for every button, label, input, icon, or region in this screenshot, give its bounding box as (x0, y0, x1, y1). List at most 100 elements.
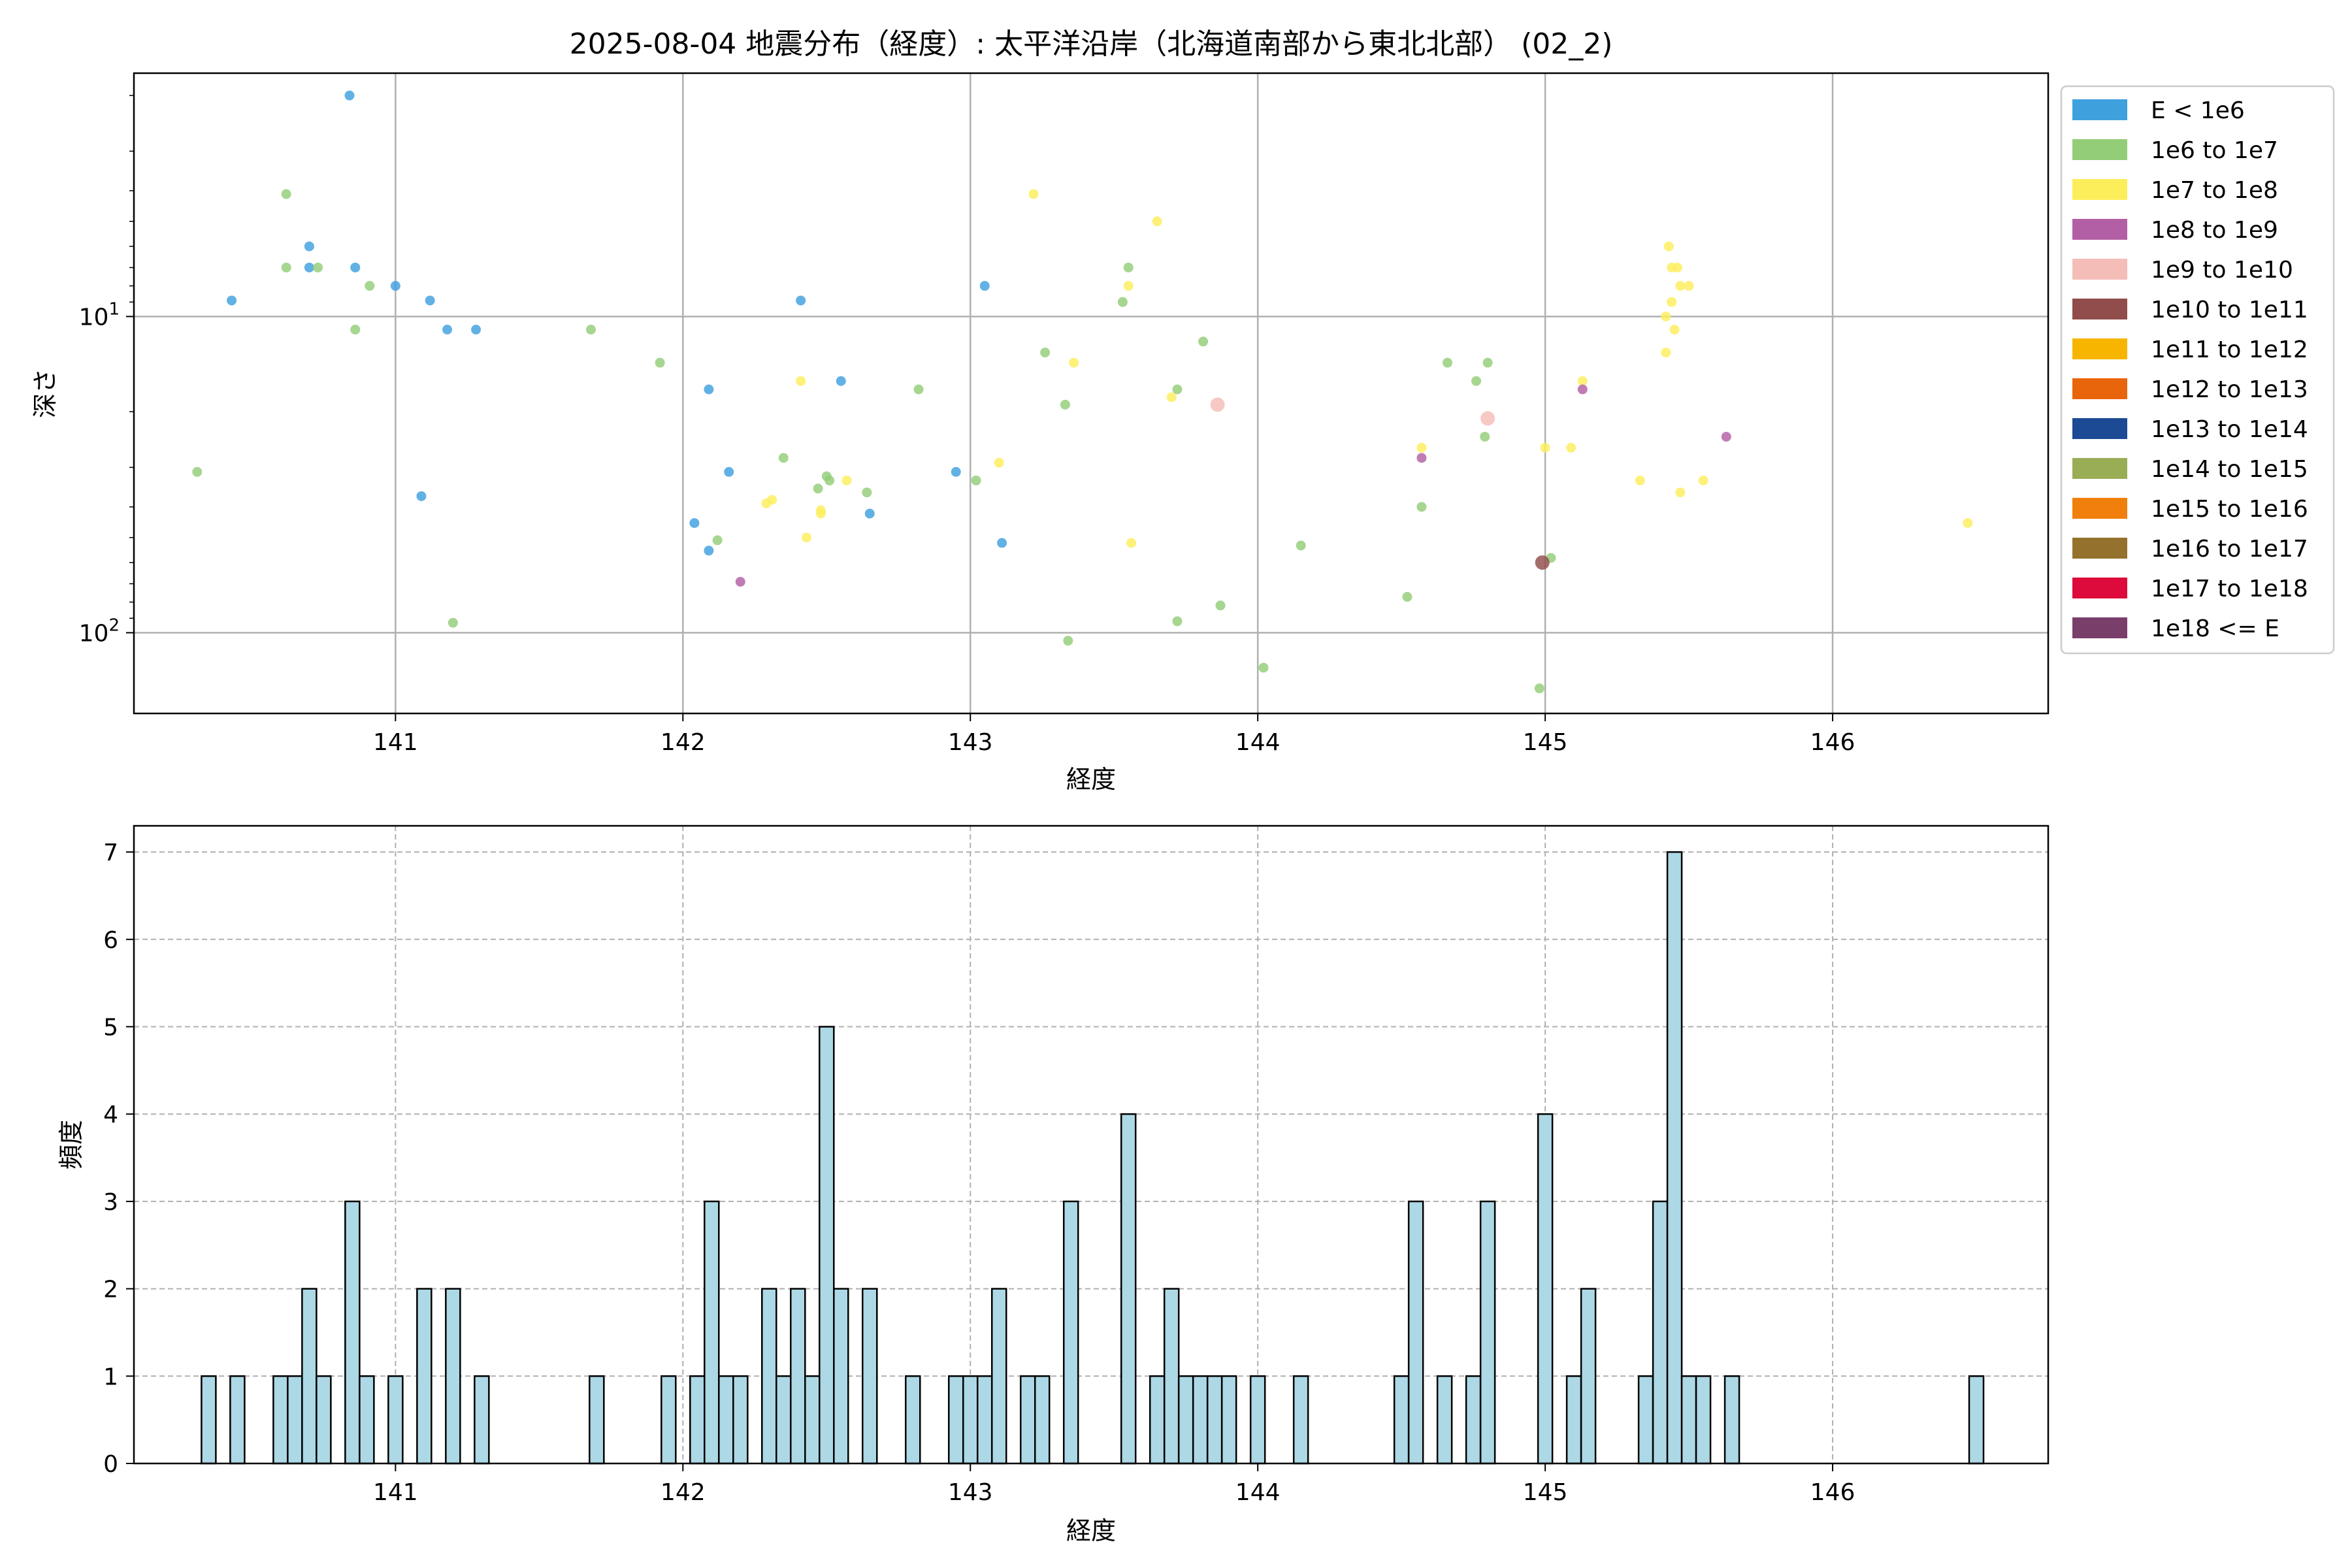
legend-swatch (2072, 219, 2127, 240)
scatter-point (365, 281, 375, 291)
legend-swatch (2072, 378, 2127, 399)
histogram-bar (1177, 1375, 1194, 1465)
histogram-bar (1465, 1375, 1482, 1465)
scatter-point (1535, 555, 1550, 570)
scatter-y-tick-label: 102 (79, 615, 120, 647)
scatter-point (192, 466, 203, 477)
histogram-bar (1723, 1375, 1740, 1465)
scatter-point (1566, 442, 1576, 453)
legend-swatch (2072, 179, 2127, 200)
scatter-point (1672, 262, 1682, 272)
histogram-bar (1019, 1375, 1036, 1465)
scatter-point (350, 262, 361, 272)
legend-swatch (2072, 458, 2127, 479)
scatter-point (313, 262, 323, 272)
scatter-point (304, 241, 314, 252)
histogram-bar (1436, 1375, 1453, 1465)
histogram-bar (1407, 1200, 1424, 1465)
scatter-point (704, 384, 714, 395)
histogram-bar (1479, 1200, 1496, 1465)
legend-swatch (2072, 498, 2127, 519)
histogram-y-tick-label: 3 (103, 1189, 118, 1216)
histogram-bar (589, 1375, 605, 1465)
scatter-point (1963, 518, 1973, 529)
histogram-y-axis-label: 頻度 (57, 1120, 86, 1169)
scatter-point (997, 538, 1007, 548)
scatter-point (1069, 357, 1079, 368)
scatter-point (1443, 357, 1453, 368)
scatter-point (1663, 241, 1674, 252)
scatter-point (281, 262, 291, 272)
histogram-frame (133, 825, 2050, 1465)
scatter-point (1198, 336, 1209, 347)
legend-label: 1e12 to 1e13 (2151, 376, 2308, 403)
scatter-point (1480, 431, 1490, 442)
scatter-point (1684, 281, 1694, 291)
scatter-y-axis-label: 深さ (31, 368, 59, 418)
scatter-point (994, 457, 1004, 468)
scatter-point (471, 324, 482, 335)
scatter-point (1060, 399, 1070, 410)
scatter-point (979, 281, 990, 291)
legend-swatch (2072, 338, 2127, 359)
legend-label: 1e6 to 1e7 (2151, 137, 2278, 164)
histogram-bar (316, 1375, 332, 1465)
scatter-point (1534, 683, 1544, 694)
scatter-point (767, 495, 777, 505)
histogram-bar (1537, 1113, 1554, 1465)
scatter-point (304, 262, 314, 272)
histogram-x-tick-label: 144 (1235, 1479, 1281, 1506)
scatter-point (1172, 384, 1183, 395)
scatter-point (1258, 662, 1269, 673)
scatter-point (796, 376, 806, 386)
histogram-bar (819, 1026, 835, 1465)
histogram-y-tick-label: 4 (103, 1102, 118, 1128)
histogram-bar (661, 1375, 677, 1465)
scatter-point (1480, 411, 1495, 426)
scatter-x-tick-label: 144 (1235, 729, 1281, 756)
histogram-bar (1695, 1375, 1712, 1465)
legend-label: 1e13 to 1e14 (2151, 416, 2308, 443)
histogram-bar (1565, 1375, 1582, 1465)
histogram-y-tick-label: 0 (103, 1451, 118, 1478)
histogram-bar (1680, 1375, 1697, 1465)
histogram-bar (1206, 1375, 1223, 1465)
scatter-x-tick-label: 146 (1810, 729, 1855, 756)
scatter-point (1661, 311, 1671, 321)
histogram-bar (1120, 1113, 1137, 1465)
histogram-y-ticks: 0 1 2 3 4 5 6 7 (103, 840, 134, 1478)
scatter-point (442, 324, 453, 335)
histogram-x-tick-label: 141 (373, 1479, 418, 1506)
scatter-point (655, 357, 665, 368)
scatter-point (1416, 453, 1427, 463)
scatter-point (1669, 324, 1680, 335)
scatter-point (1667, 297, 1677, 307)
histogram-bars (201, 851, 1985, 1465)
legend-swatch (2072, 617, 2127, 638)
histogram-bar (1149, 1375, 1166, 1465)
histogram-x-tick-label: 142 (661, 1479, 706, 1506)
histogram-bar (1637, 1375, 1654, 1465)
histogram-bar (947, 1375, 964, 1465)
histogram-bar (445, 1288, 461, 1465)
scatter-point (1540, 442, 1550, 453)
histogram-bar (1666, 851, 1683, 1465)
legend-swatch (2072, 139, 2127, 160)
scatter-point (1172, 616, 1183, 627)
scatter-point (1028, 189, 1039, 199)
histogram-bar (416, 1288, 433, 1465)
scatter-point (913, 384, 924, 395)
scatter-point (1471, 376, 1482, 386)
legend-swatch (2072, 259, 2127, 280)
histogram-bar (1652, 1200, 1669, 1465)
scatter-frame (133, 72, 2050, 715)
scatter-point (390, 281, 400, 291)
legend-label: 1e8 to 1e9 (2151, 217, 2278, 244)
scatter-point (724, 466, 734, 477)
histogram-bar (1580, 1288, 1597, 1465)
scatter-point (1402, 592, 1413, 602)
legend-label: 1e16 to 1e17 (2151, 536, 2308, 563)
histogram-x-tick-label: 143 (948, 1479, 993, 1506)
scatter-point (1215, 600, 1226, 611)
